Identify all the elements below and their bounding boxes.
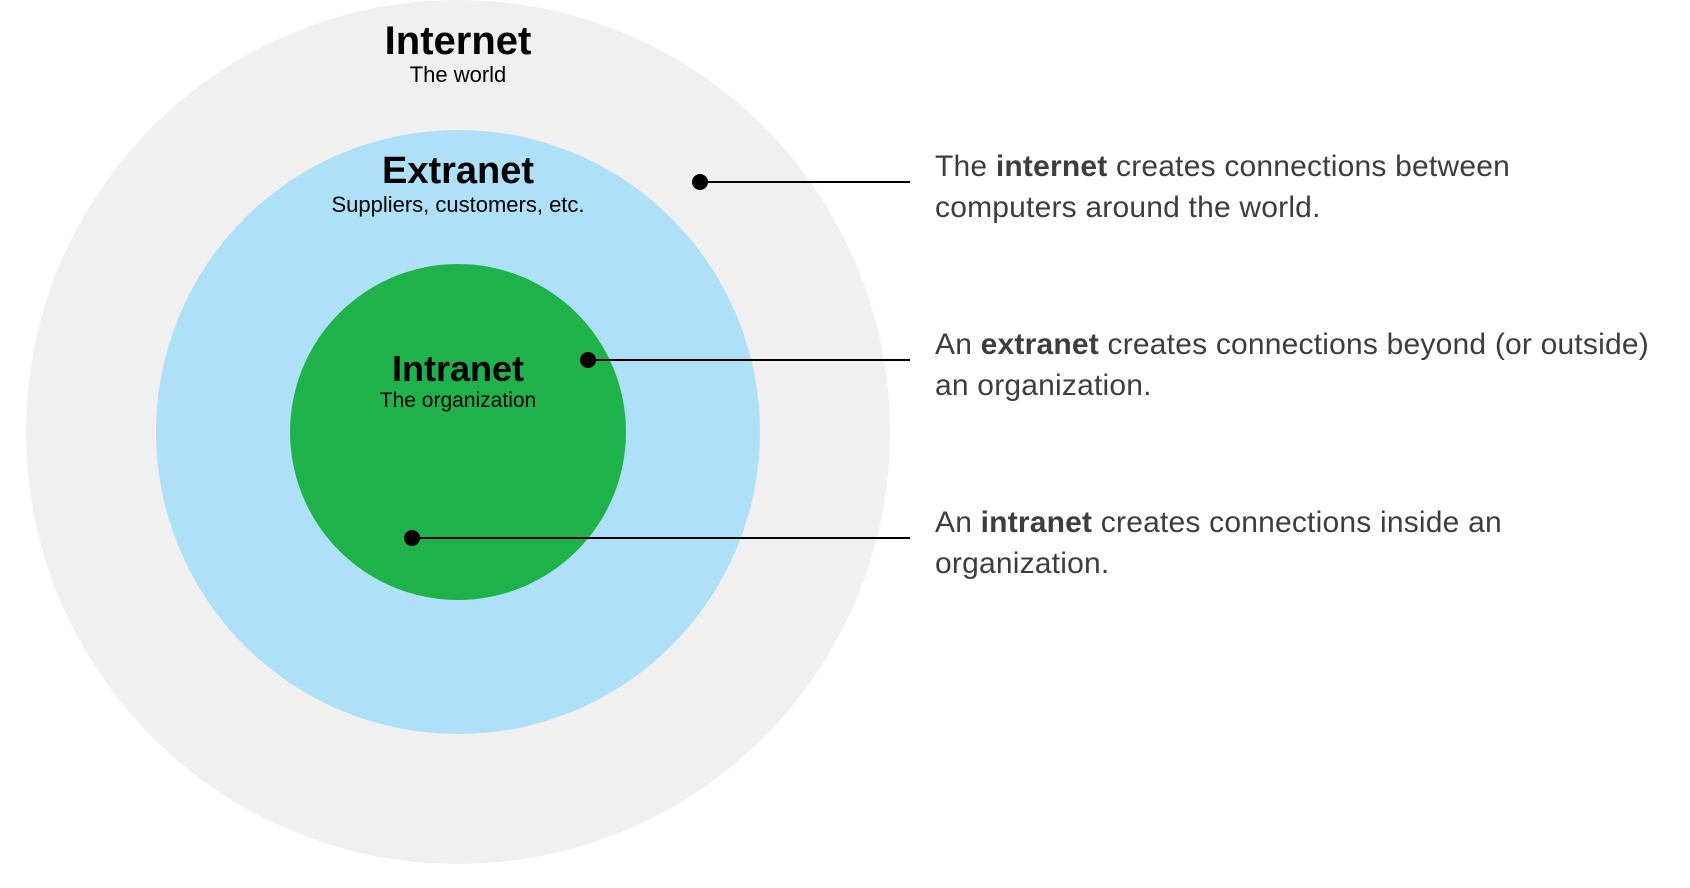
intranet-circle bbox=[290, 264, 626, 600]
callout-prefix: An bbox=[935, 506, 981, 539]
internet-subtitle: The world bbox=[158, 62, 758, 88]
extranet-title: Extranet bbox=[158, 152, 758, 192]
extranet-label: Extranet Suppliers, customers, etc. bbox=[158, 152, 758, 218]
callout-bold: intranet bbox=[981, 506, 1093, 539]
intranet-title: Intranet bbox=[158, 350, 758, 388]
callout-bold: extranet bbox=[981, 328, 1099, 361]
callout-bold: internet bbox=[996, 150, 1108, 183]
extranet-callout: An extranet creates connections beyond (… bbox=[935, 325, 1655, 406]
intranet-label: Intranet The organization bbox=[158, 350, 758, 413]
extranet-subtitle: Suppliers, customers, etc. bbox=[158, 192, 758, 218]
internet-title: Internet bbox=[158, 20, 758, 62]
callout-prefix: The bbox=[935, 150, 996, 183]
callout-prefix: An bbox=[935, 328, 981, 361]
internet-callout: The internet creates connections between… bbox=[935, 147, 1655, 228]
diagram-canvas: Internet The world Extranet Suppliers, c… bbox=[0, 0, 1690, 888]
intranet-subtitle: The organization bbox=[158, 388, 758, 413]
internet-label: Internet The world bbox=[158, 20, 758, 88]
intranet-callout: An intranet creates connections inside a… bbox=[935, 503, 1655, 584]
